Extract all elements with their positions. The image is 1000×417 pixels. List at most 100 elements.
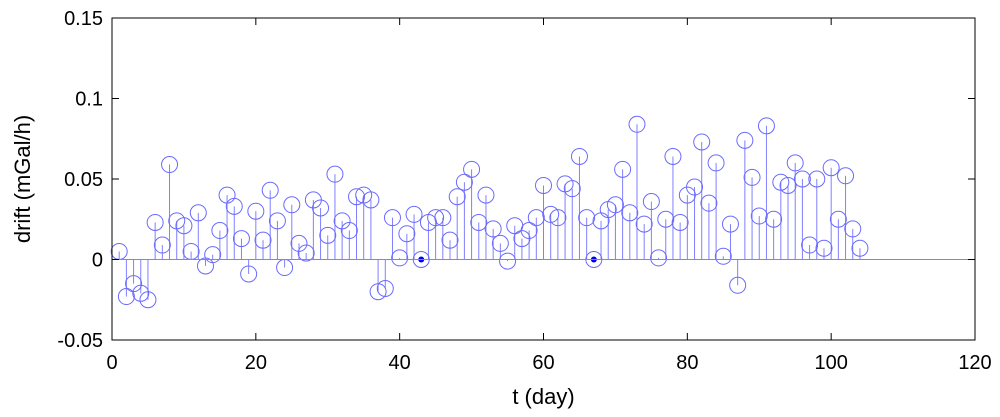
data-point [376, 279, 394, 297]
data-point [369, 283, 387, 301]
data-point [650, 249, 668, 267]
data-point [542, 205, 560, 223]
data-point [290, 234, 308, 252]
y-axis-ticks: -0.05 0 0.05 0.1 0.15 [57, 8, 975, 352]
data-point [707, 154, 725, 172]
data-point [427, 209, 445, 227]
data-point [283, 196, 301, 214]
data-point [851, 239, 869, 257]
data-point [383, 209, 401, 227]
data-point [700, 194, 718, 212]
data-point [139, 291, 157, 309]
data-point [441, 231, 459, 249]
data-point [757, 117, 775, 135]
data-point [470, 213, 488, 231]
data-point [657, 210, 675, 228]
data-point [204, 246, 222, 264]
y-tick-label: -0.05 [57, 330, 103, 352]
x-tick-label: 100 [814, 352, 847, 374]
data-point [362, 191, 380, 209]
data-point [268, 212, 286, 230]
data-point [455, 173, 473, 191]
data-point [333, 212, 351, 230]
data-point [729, 276, 747, 294]
x-tick-label: 0 [106, 352, 117, 374]
data-point [736, 131, 754, 149]
data-point [527, 209, 545, 227]
y-tick-label: 0.05 [64, 169, 103, 191]
data-point [743, 168, 761, 186]
data-point [175, 217, 193, 235]
data-point [391, 249, 409, 267]
data-point [837, 167, 855, 185]
data-markers [110, 115, 869, 309]
data-point [211, 222, 229, 240]
data-point [146, 213, 164, 231]
data-point [822, 159, 840, 177]
data-point [808, 170, 826, 188]
data-point [348, 188, 366, 206]
data-point [477, 186, 495, 204]
data-point [405, 205, 423, 223]
data-point [261, 181, 279, 199]
y-tick-label: 0.1 [75, 89, 103, 111]
data-point [319, 226, 337, 244]
data-point [671, 213, 689, 231]
data-point [570, 147, 588, 165]
data-point [549, 209, 567, 227]
data-point [721, 215, 739, 233]
x-tick-label: 80 [676, 352, 698, 374]
data-point [786, 154, 804, 172]
data-point [750, 207, 768, 225]
data-point [297, 244, 315, 262]
data-point [664, 147, 682, 165]
y-tick-label: 0.15 [64, 8, 103, 30]
data-point [793, 170, 811, 188]
data-point [520, 222, 538, 240]
data-point [117, 288, 135, 306]
data-point [535, 176, 552, 194]
data-point [765, 210, 783, 228]
data-point [340, 222, 358, 240]
y-tick-label: 0 [92, 250, 103, 272]
data-point [312, 199, 330, 217]
x-axis-ticks: 0 20 40 60 80 100 120 [106, 18, 992, 374]
x-tick-label: 40 [389, 352, 411, 374]
data-point [398, 225, 416, 243]
data-point [232, 230, 250, 248]
data-point [463, 160, 481, 178]
data-point [621, 204, 639, 222]
data-point [686, 178, 704, 196]
data-point [829, 210, 847, 228]
data-point [240, 265, 258, 283]
data-point [499, 252, 517, 270]
data-point [714, 247, 732, 265]
data-point [606, 196, 624, 214]
data-point [628, 115, 646, 133]
x-tick-label: 120 [958, 352, 991, 374]
data-point [132, 284, 150, 302]
x-tick-label: 20 [245, 352, 267, 374]
data-point [844, 220, 862, 238]
data-point [484, 220, 502, 238]
x-axis-label: t (day) [512, 384, 574, 409]
data-point [779, 176, 797, 194]
data-point [578, 209, 596, 227]
data-point [225, 197, 243, 215]
data-point [801, 236, 819, 254]
data-point [189, 204, 207, 222]
data-point [448, 188, 466, 206]
data-point [563, 180, 581, 198]
data-point [693, 133, 711, 151]
stem-lines [118, 124, 861, 300]
data-point [153, 236, 171, 254]
data-point [815, 239, 833, 257]
data-point [247, 202, 265, 220]
data-point [635, 215, 653, 233]
data-point [161, 156, 179, 174]
data-point [254, 231, 272, 249]
x-tick-label: 60 [532, 352, 554, 374]
data-point [125, 275, 143, 293]
